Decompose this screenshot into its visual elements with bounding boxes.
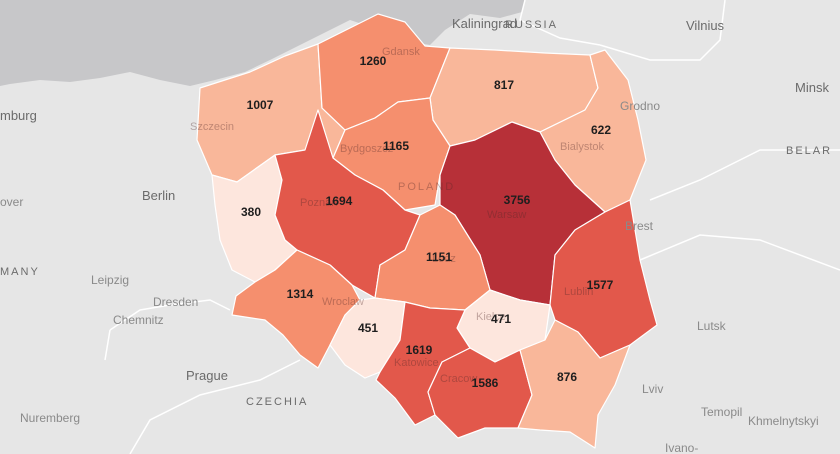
value-dolnoslaskie: 1314 (287, 287, 314, 301)
value-kujawsko-pomorskie: 1165 (383, 139, 409, 153)
label-grodno: Grodno (620, 99, 660, 113)
value-lodzkie: 1151 (426, 250, 452, 264)
label-katowice: Katowice (394, 357, 439, 369)
label-kielce: Kielce (476, 311, 506, 323)
label-leipzig: Leipzig (91, 273, 129, 287)
label-russia: RUSSIA (505, 19, 558, 31)
value-slaskie: 1619 (406, 343, 433, 357)
label-ternopil: Temopil (701, 405, 742, 419)
label-minsk: Minsk (795, 80, 829, 95)
label-gdansk: Gdansk (382, 46, 420, 58)
label-poznan: Poznan (300, 197, 337, 209)
label-lublin: Lublin (564, 286, 593, 298)
label-khmelnytskyi: Khmelnytskyi (748, 414, 819, 428)
value-wielkopolskie: 1694 (326, 194, 353, 208)
label-poland: POLAND (398, 181, 455, 193)
label-kaliningrad: Kaliningrad (452, 16, 517, 31)
label-belarus: BELAR (786, 145, 832, 157)
region-opolskie[interactable] (329, 297, 406, 379)
label-prague: Prague (186, 368, 228, 383)
value-lubuskie: 380 (241, 205, 261, 219)
label-bydgoszcz: Bydgoszcz (340, 143, 393, 155)
label-berlin: Berlin (142, 188, 175, 203)
label-ivano: Ivano- (665, 441, 698, 454)
value-mazowieckie: 3756 (504, 193, 531, 207)
value-warminsko-mazurskie: 817 (494, 78, 514, 92)
label-lviv: Lviv (642, 382, 663, 396)
label-chemnitz: Chemnitz (113, 313, 164, 327)
value-swietokrzyskie: 471 (491, 312, 511, 326)
label-krakow: Cracow (440, 373, 477, 385)
poland-voivodeships (196, 13, 658, 449)
label-lutsk: Lutsk (697, 319, 727, 333)
value-opolskie: 451 (358, 321, 378, 335)
value-malopolskie: 1586 (472, 376, 499, 390)
label-hamburg: mburg (0, 108, 37, 123)
label-wroclaw: Wroclaw (322, 296, 364, 308)
label-vilnius: Vilnius (686, 18, 725, 33)
region-podkarpackie[interactable] (517, 319, 631, 449)
label-warsaw: Warsaw (487, 209, 526, 221)
value-podkarpackie: 876 (557, 370, 577, 384)
label-bialystok: Bialystok (560, 141, 605, 153)
country-borders (104, 0, 840, 454)
value-lubelskie: 1577 (587, 278, 614, 292)
region-values: 1007 1260 817 622 1165 380 1694 3756 115… (241, 54, 614, 390)
city-labels-on-map: Gdansk Szczecin Bydgoszcz Bialystok POLA… (190, 46, 605, 385)
place-labels: Kaliningrad RUSSIA Vilnius Minsk BELAR m… (0, 16, 832, 454)
value-zachodniopomorskie: 1007 (247, 98, 274, 112)
label-germany: MANY (0, 266, 40, 278)
value-podlaskie: 622 (591, 123, 611, 137)
label-hannover: over (0, 195, 23, 209)
region-malopolskie[interactable] (427, 347, 533, 439)
label-nuremberg: Nuremberg (20, 411, 80, 425)
label-dresden: Dresden (153, 295, 198, 309)
label-brest: Brest (625, 219, 654, 233)
value-pomorskie: 1260 (360, 54, 387, 68)
label-szczecin: Szczecin (190, 121, 234, 133)
label-czechia: CZECHIA (246, 396, 308, 408)
label-lodz: Lodz (432, 253, 456, 265)
